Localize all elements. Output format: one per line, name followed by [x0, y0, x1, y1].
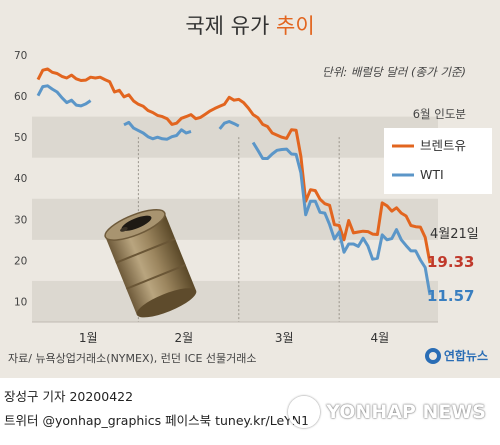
chart-title-main: 국제 유가 — [185, 14, 270, 38]
legend-label: WTI — [420, 167, 444, 182]
yonhap-logo-text: 연합뉴스 — [443, 349, 488, 363]
watermark: YONHAP NEWS — [288, 396, 486, 428]
y-band — [32, 280, 438, 322]
yonhap-logo: 연합뉴스 — [424, 347, 488, 364]
watermark-text: YONHAP NEWS — [326, 401, 486, 423]
chart-title: 국제 유가 추이 — [0, 10, 500, 40]
y-tick-label: 70 — [14, 50, 27, 62]
x-tick-label: 3월 — [275, 331, 294, 345]
y-tick-label: 40 — [14, 173, 27, 185]
x-tick-label: 2월 — [174, 331, 193, 345]
line-chart: 10 20 30 40 50 60 70 1월 2월 3월 4월 단위: 배럴당 달러 (종가 기준)… — [14, 50, 492, 345]
y-tick-label: 30 — [14, 214, 27, 226]
brent-end-value: 19.33 — [427, 253, 474, 271]
legend-box — [384, 128, 492, 194]
oil-barrel-icon — [104, 209, 197, 318]
yonhap-mark-icon — [424, 347, 441, 364]
watermark-logo-icon — [288, 396, 321, 428]
wti-end-value: 11.57 — [427, 287, 474, 305]
barrel-ring — [115, 237, 176, 264]
x-tick-label: 4월 — [370, 331, 389, 345]
barrel-oil-spill — [121, 215, 152, 231]
delivery-note: 6월 인도분 — [413, 107, 466, 121]
x-tick-label: 1월 — [79, 331, 98, 345]
barrel-ring — [125, 263, 187, 290]
annotation-date: 4월21일 — [430, 227, 479, 242]
chart-title-sub: 추이 — [276, 14, 315, 38]
y-tick-label: 60 — [14, 91, 27, 103]
y-tick-label: 10 — [14, 296, 27, 308]
y-tick-label: 50 — [14, 132, 27, 144]
chart-card: 국제 유가 추이 10 20 30 40 50 60 70 1월 2월 3월 4월 단위: 배럴당 달… — [0, 0, 500, 378]
y-tick-label: 20 — [14, 255, 27, 267]
barrel-bottom — [136, 288, 197, 318]
reporter-credit: 장성구 기자 20200422 — [4, 389, 134, 404]
barrel-cap — [120, 227, 128, 232]
legend-label: 브렌트유 — [420, 138, 466, 153]
social-credit: 트위터 @yonhap_graphics 페이스북 tuney.kr/LeYN1 — [4, 413, 310, 428]
source-note: 자료/ 뉴욕상업거래소(NYMEX), 런던 ICE 선물거래소 — [8, 352, 257, 365]
series-line-wti — [36, 84, 432, 296]
unit-note: 단위: 배럴당 달러 (종가 기준) — [322, 65, 466, 79]
series-line-brent — [36, 67, 432, 264]
